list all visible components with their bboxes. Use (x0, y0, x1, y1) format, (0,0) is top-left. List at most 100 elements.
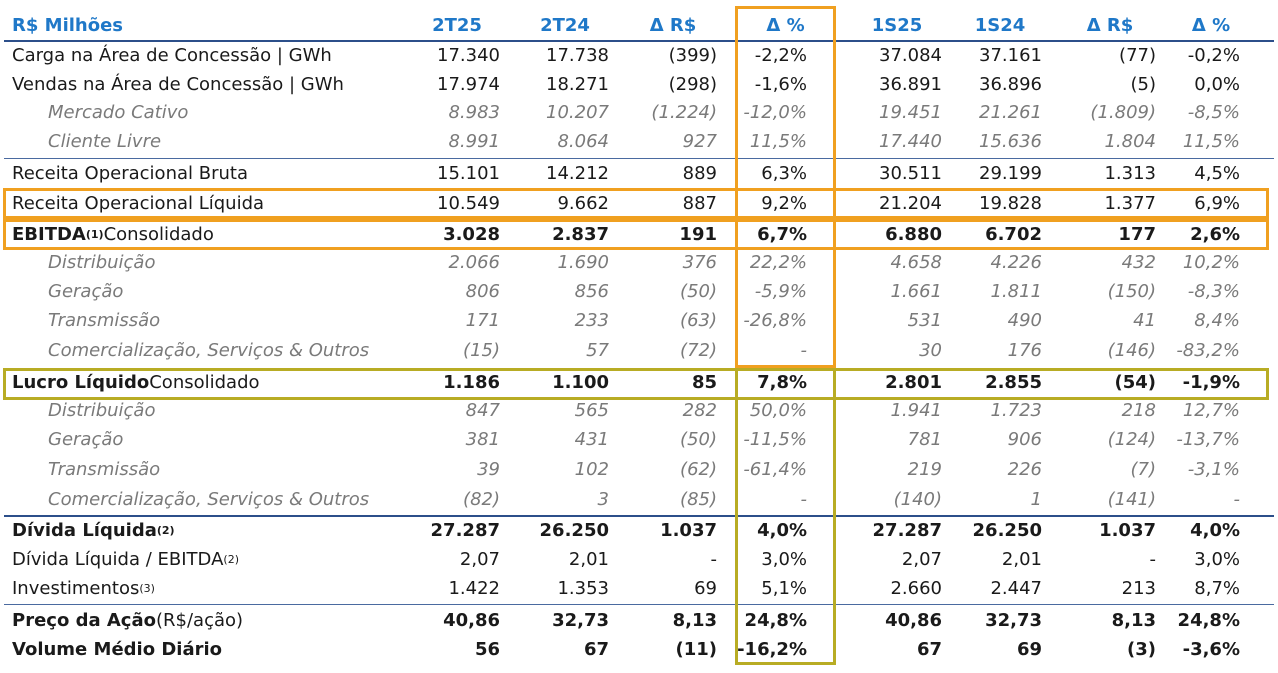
table-cell: 37.084 (879, 45, 942, 66)
row-label: Comercialização, Serviços & Outros (48, 337, 468, 365)
table-cell: 4,5% (1194, 163, 1240, 184)
table-cell: (140) (893, 489, 942, 510)
table-cell: 1.661 (890, 281, 942, 302)
table-cell: (124) (1107, 429, 1156, 450)
row-label-text: Receita Operacional Líquida (12, 193, 265, 214)
table-cell: 219 (907, 459, 942, 480)
table-cell: 69 (694, 578, 717, 599)
row-label-text: EBITDA (12, 224, 86, 245)
table-cell: 26.250 (972, 520, 1042, 541)
table-cell: 490 (1007, 310, 1042, 331)
table-cell: 565 (574, 400, 609, 421)
table-cell: 3 (597, 489, 609, 510)
table-cell: 1.037 (660, 520, 717, 541)
table-cell: 32,73 (985, 610, 1042, 631)
table-cell: -61,4% (743, 459, 807, 480)
table-cell: - (1233, 489, 1241, 510)
table-cell: 1.941 (890, 400, 942, 421)
row-label: Preço da Ação (R$/ação) (12, 607, 432, 635)
table-cell: 10.549 (437, 193, 500, 214)
table-cell: -5,9% (754, 281, 807, 302)
table-cell: 1.690 (557, 252, 609, 273)
table-cell: -0,2% (1187, 45, 1240, 66)
row-label-text: Transmissão (48, 310, 161, 331)
table-cell: 233 (574, 310, 609, 331)
row-label: Cliente Livre (48, 128, 468, 156)
table-cell: (82) (463, 489, 500, 510)
table-cell: 1.313 (1104, 163, 1156, 184)
row-label-text: Preço da Ação (12, 610, 156, 631)
table-cell: 2,01 (1001, 549, 1042, 570)
row-label-text: Comercialização, Serviços & Outros (48, 340, 370, 361)
row-label-suffix: Consolidado (149, 372, 260, 393)
table-cell: -8,3% (1187, 281, 1240, 302)
row-label: Investimentos (3) (12, 578, 155, 599)
table-cell: -1,6% (754, 74, 807, 95)
table-cell: 177 (1118, 224, 1156, 245)
table-cell: 5,1% (761, 578, 807, 599)
table-cell: 30 (919, 340, 942, 361)
table-cell: 36.896 (979, 74, 1042, 95)
row-label-text: Geração (48, 281, 124, 302)
table-cell: 906 (1007, 429, 1042, 450)
table-cell: 50,0% (749, 400, 807, 421)
column-header: 1S24 (974, 15, 1026, 36)
table-cell: 67 (916, 639, 942, 660)
table-cell: 191 (679, 224, 717, 245)
table-cell: (63) (680, 310, 717, 331)
table-row: EBITDA (1) Consolidado 3.028 2.837 191 6,7% 6.… (0, 221, 1278, 249)
table-cell: -2,2% (754, 45, 807, 66)
table-cell: 10.207 (546, 102, 609, 123)
table-cell: 6.880 (885, 224, 942, 245)
row-label-text: Comercialização, Serviços & Outros (48, 489, 370, 510)
column-header: 2T25 (432, 15, 482, 36)
table-cell: 2.066 (448, 252, 500, 273)
table-cell: 8,7% (1194, 578, 1240, 599)
table-row: Transmissão 171 233 (63) -26,8% 531 490 41 8,4% (0, 307, 1278, 335)
table-cell: 1.186 (443, 372, 500, 393)
table-cell: 6,7% (757, 224, 807, 245)
table-cell: 781 (907, 429, 942, 450)
table-cell: 10,2% (1182, 252, 1240, 273)
row-label-text: Distribuição (48, 252, 156, 273)
table-cell: -1,9% (1182, 372, 1240, 393)
table-row: Volume Médio Diário 56 67 (11) -16,2% 67 69 (3)… (0, 636, 1278, 664)
table-row: Receita Operacional Líquida 10.549 9.662 88… (0, 190, 1278, 218)
table-cell: 15.101 (437, 163, 500, 184)
row-label-text: Dívida Líquida / EBITDA (12, 549, 224, 570)
row-label-text: Transmissão (48, 459, 161, 480)
table-cell: -83,2% (1176, 340, 1240, 361)
table-cell: (77) (1119, 45, 1156, 66)
table-row: Receita Operacional Bruta 15.101 14.212 889… (0, 160, 1278, 188)
table-cell: 19.828 (979, 193, 1042, 214)
header-label: R$ Milhões (12, 15, 124, 36)
table-cell: 1.353 (557, 578, 609, 599)
table-cell: 57 (586, 340, 609, 361)
table-cell: 1.723 (990, 400, 1042, 421)
table-cell: 218 (1121, 400, 1156, 421)
table-cell: 29.199 (979, 163, 1042, 184)
row-label: Lucro Líquido Consolidado (12, 369, 432, 397)
table-cell: (298) (668, 74, 717, 95)
table-cell: 56 (474, 639, 500, 660)
row-label-text: Cliente Livre (48, 131, 162, 152)
table-row: Lucro Líquido Consolidado 1.186 1.100 85 7,8… (0, 369, 1278, 397)
table-cell: -26,8% (743, 310, 807, 331)
table-cell: 30.511 (879, 163, 942, 184)
table-row: Investimentos (3) 1.422 1.353 69 5,1% 2.660 2.4… (0, 575, 1278, 603)
table-cell: 67 (583, 639, 609, 660)
table-cell: (85) (680, 489, 717, 510)
table-cell: 26.250 (539, 520, 609, 541)
table-cell: (62) (680, 459, 717, 480)
row-label: Dívida Líquida / EBITDA (2) (12, 549, 239, 570)
table-cell: 213 (1121, 578, 1156, 599)
table-cell: 431 (574, 429, 609, 450)
table-row: Cliente Livre 8.991 8.064 927 11,5% 17.440 15.… (0, 128, 1278, 156)
table-cell: 8,13 (1111, 610, 1156, 631)
table-cell: 4,0% (757, 520, 807, 541)
row-label-text: Mercado Cativo (48, 102, 189, 123)
table-cell: 41 (1133, 310, 1156, 331)
table-cell: (7) (1130, 459, 1157, 480)
row-label-text: Volume Médio Diário (12, 639, 223, 660)
table-row: Distribuição 2.066 1.690 376 22,2% 4.658 4.226… (0, 249, 1278, 277)
